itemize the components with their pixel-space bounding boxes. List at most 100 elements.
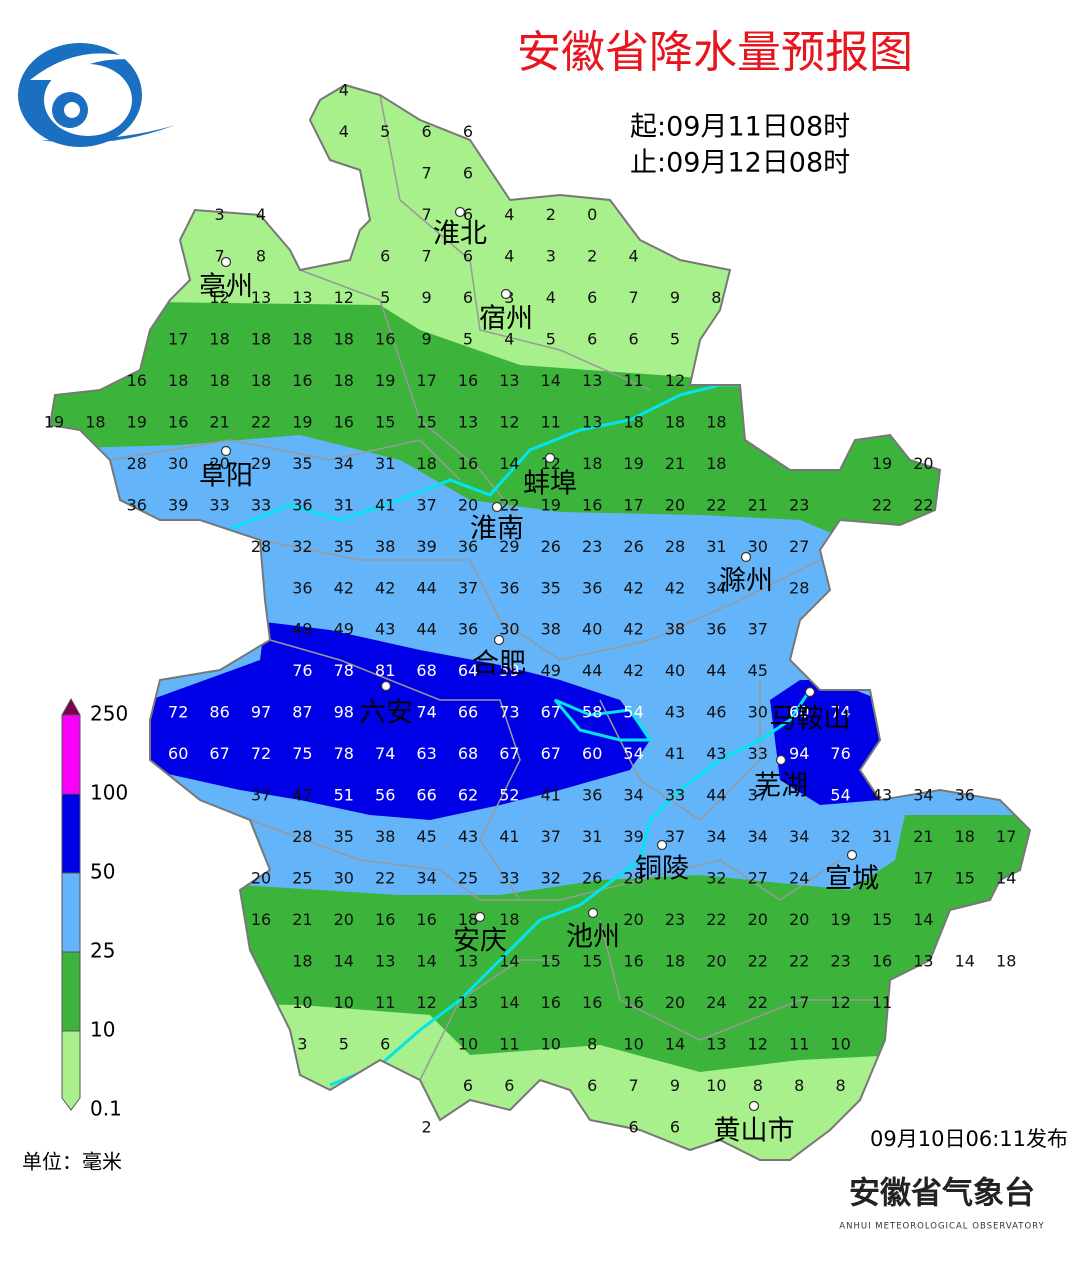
city-name: 铜陵 [635,854,689,885]
grid-value: 10 [830,1035,850,1054]
grid-value: 24 [789,869,809,888]
grid-value: 42 [623,578,643,597]
grid-value: 59 [499,661,519,680]
grid-value: 20 [706,952,726,971]
legend-segment [61,872,81,953]
grid-value: 10 [623,1035,643,1054]
grid-value: 74 [830,703,850,722]
grid-value: 21 [292,910,312,929]
grid-value: 74 [416,703,436,722]
grid-value: 21 [913,827,933,846]
grid-value: 39 [416,537,436,556]
legend-label: 250 [90,702,128,726]
grid-value: 2 [587,246,597,265]
grid-value: 67 [499,744,519,763]
grid-value: 10 [458,1035,478,1054]
grid-value: 67 [209,744,229,763]
grid-value: 40 [665,661,685,680]
city-name: 阜阳 [199,461,253,492]
grid-value: 4 [339,122,349,141]
grid-value: 36 [292,578,312,597]
publisher: 安徽省气象台 [849,1176,1035,1212]
grid-value: 17 [996,827,1016,846]
grid-value: 18 [582,454,602,473]
grid-value: 37 [416,495,436,514]
grid-value: 22 [872,495,892,514]
grid-value: 32 [292,537,312,556]
city-name: 马鞍山 [770,704,851,735]
grid-value: 32 [541,869,561,888]
grid-value: 39 [168,495,188,514]
grid-value: 21 [748,495,768,514]
grid-value: 22 [789,952,809,971]
grid-value: 11 [872,993,892,1012]
publisher-en: ANHUI METEOROLOGICAL OBSERVATORY [839,1222,1044,1232]
grid-value: 74 [375,744,395,763]
grid-value: 18 [623,412,643,431]
grid-value: 16 [623,993,643,1012]
grid-value: 98 [334,703,354,722]
grid-value: 15 [582,952,602,971]
grid-value: 16 [458,454,478,473]
grid-value: 7 [215,246,225,265]
grid-value: 60 [168,744,188,763]
grid-value: 29 [251,454,271,473]
grid-value: 66 [416,786,436,805]
grid-value: 17 [416,371,436,390]
grid-value: 8 [711,288,721,307]
grid-value: 16 [375,329,395,348]
period-end: 止:09月12日08时 [630,148,850,179]
grid-value: 43 [706,744,726,763]
grid-value: 22 [251,412,271,431]
grid-value: 13 [913,952,933,971]
grid-value: 27 [748,869,768,888]
grid-value: 9 [422,288,432,307]
grid-value: 20 [251,869,271,888]
grid-value: 19 [623,454,643,473]
grid-value: 38 [375,537,395,556]
grid-value: 18 [416,454,436,473]
grid-value: 9 [670,288,680,307]
grid-value: 19 [292,412,312,431]
grid-value: 11 [789,1035,809,1054]
grid-value: 6 [587,329,597,348]
grid-value: 86 [209,703,229,722]
grid-value: 14 [334,952,354,971]
grid-value: 23 [665,910,685,929]
grid-value: 43 [665,703,685,722]
grid-value: 49 [292,620,312,639]
grid-value: 18 [251,329,271,348]
grid-value: 8 [256,246,266,265]
grid-value: 12 [416,993,436,1012]
grid-value: 30 [168,454,188,473]
grid-value: 35 [541,578,561,597]
grid-value: 28 [127,454,147,473]
city-name: 淮北 [433,219,487,250]
grid-value: 16 [416,910,436,929]
grid-value: 63 [416,744,436,763]
grid-value: 14 [665,1035,685,1054]
grid-value: 18 [665,412,685,431]
grid-value: 31 [582,827,602,846]
grid-value: 4 [504,205,514,224]
grid-value: 34 [416,869,436,888]
city-name: 宿州 [479,304,533,335]
grid-value: 49 [541,661,561,680]
grid-value: 78 [334,744,354,763]
grid-value: 22 [375,869,395,888]
grid-value: 11 [499,1035,519,1054]
grid-value: 16 [582,993,602,1012]
grid-value: 32 [830,827,850,846]
grid-value: 16 [168,412,188,431]
grid-value: 43 [375,620,395,639]
legend-over [61,697,81,716]
grid-value: 33 [499,869,519,888]
grid-value: 18 [209,329,229,348]
city-dot [220,256,232,268]
grid-value: 13 [706,1035,726,1054]
grid-value: 16 [582,495,602,514]
grid-value: 41 [499,827,519,846]
grid-value: 44 [706,661,726,680]
city-dot [804,686,816,698]
grid-value: 38 [375,827,395,846]
